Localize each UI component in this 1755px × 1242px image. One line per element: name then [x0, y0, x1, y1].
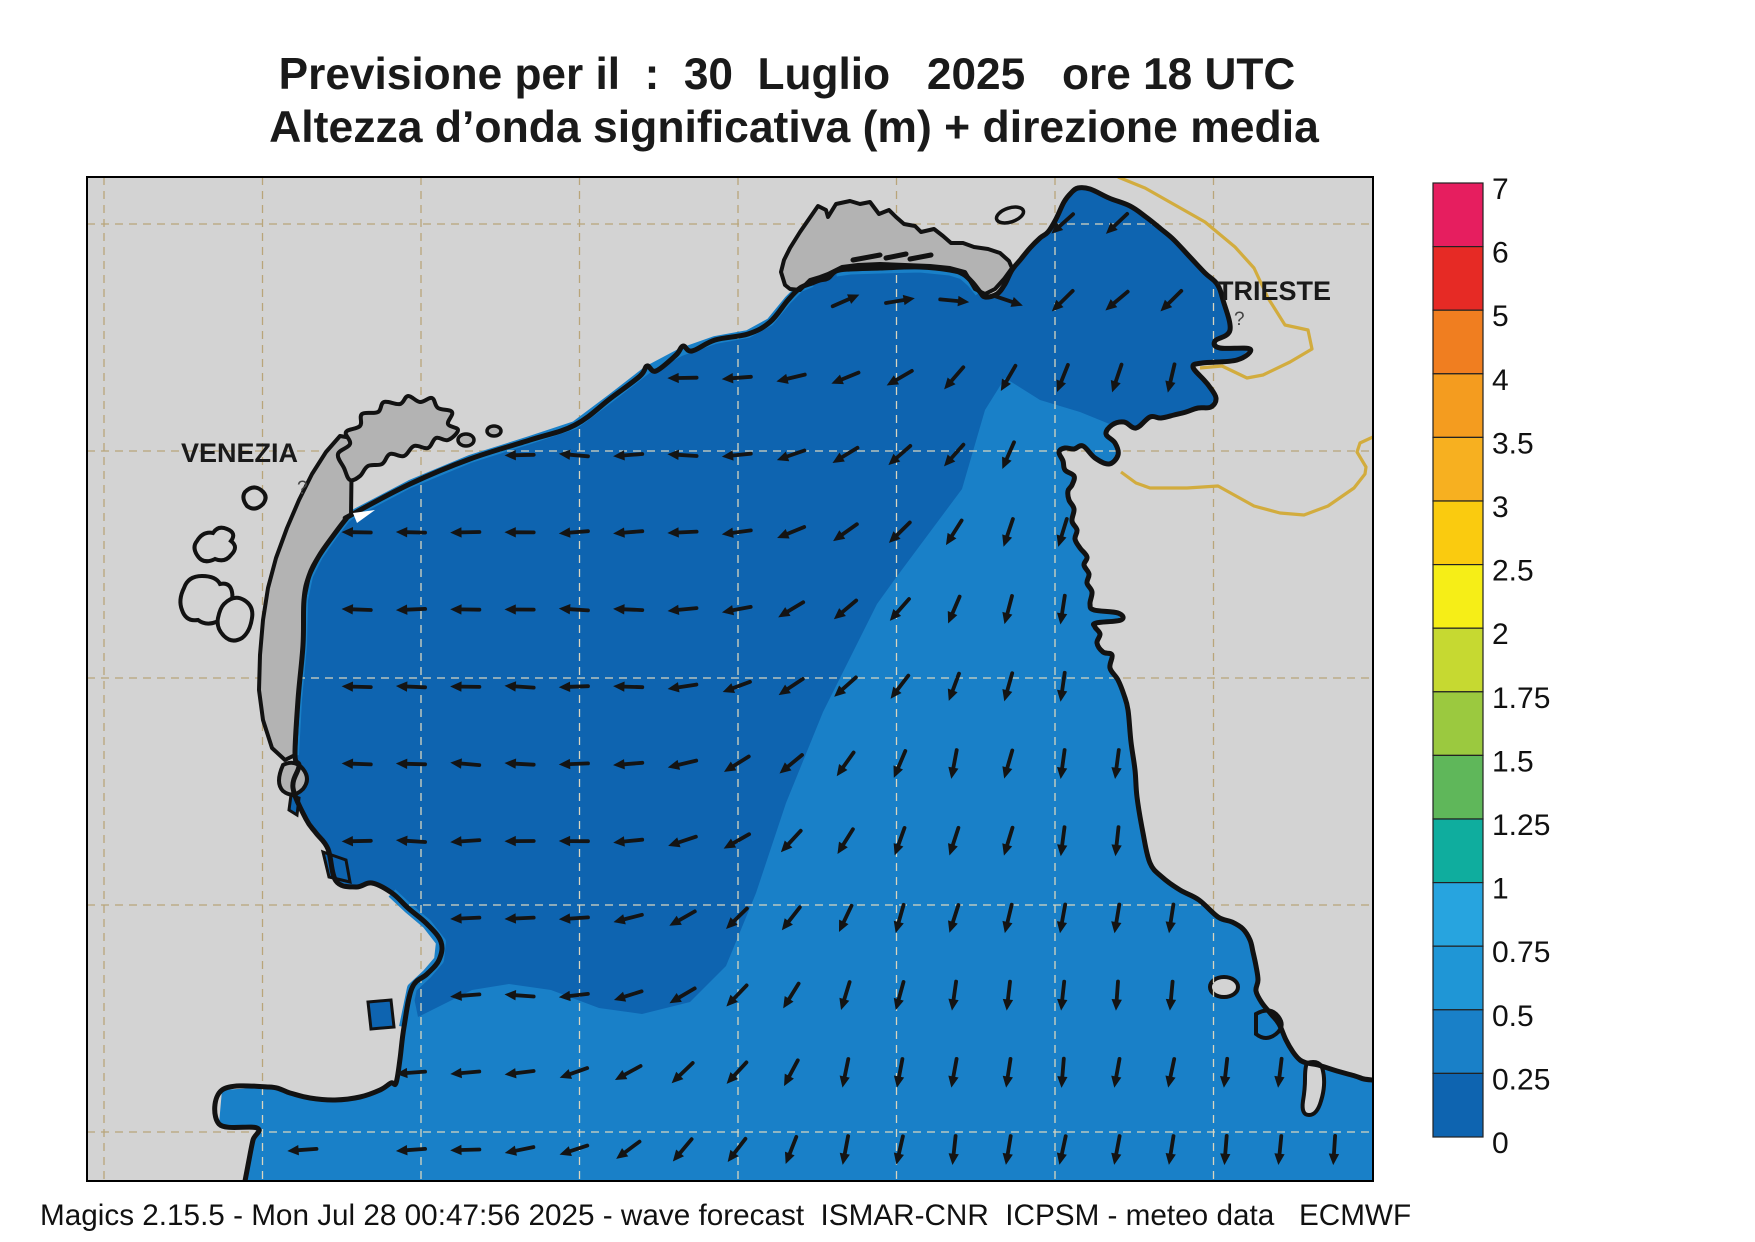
svg-text:4: 4: [1492, 364, 1509, 397]
svg-text:2.5: 2.5: [1492, 555, 1534, 588]
svg-text:2: 2: [1492, 618, 1509, 651]
svg-text:1.75: 1.75: [1492, 682, 1550, 715]
svg-text:0.75: 0.75: [1492, 936, 1550, 969]
svg-text:?: ?: [1234, 309, 1245, 330]
svg-text:Altezza d’onda significativa (: Altezza d’onda significativa (m) + direz…: [269, 103, 1320, 152]
svg-text:0.5: 0.5: [1492, 1000, 1534, 1033]
svg-text:6: 6: [1492, 237, 1509, 270]
svg-text:3.5: 3.5: [1492, 427, 1534, 460]
svg-text:VENEZIA: VENEZIA: [181, 438, 298, 468]
svg-text:7: 7: [1492, 173, 1509, 206]
svg-text:5: 5: [1492, 300, 1509, 333]
svg-text:TRIESTE: TRIESTE: [1217, 276, 1331, 306]
svg-text:0: 0: [1492, 1127, 1509, 1160]
svg-text:?: ?: [297, 478, 308, 499]
svg-text:Previsione per il : 30 Lugl: Previsione per il : 30 Luglio 2025 ore 1…: [279, 50, 1296, 99]
svg-text:3: 3: [1492, 491, 1509, 524]
svg-text:1: 1: [1492, 873, 1509, 906]
svg-text:Magics 2.15.5 - Mon Jul 28 00:: Magics 2.15.5 - Mon Jul 28 00:47:56 2025…: [40, 1199, 1411, 1232]
svg-text:1.5: 1.5: [1492, 745, 1534, 778]
svg-text:1.25: 1.25: [1492, 809, 1550, 842]
svg-text:0.25: 0.25: [1492, 1063, 1550, 1096]
